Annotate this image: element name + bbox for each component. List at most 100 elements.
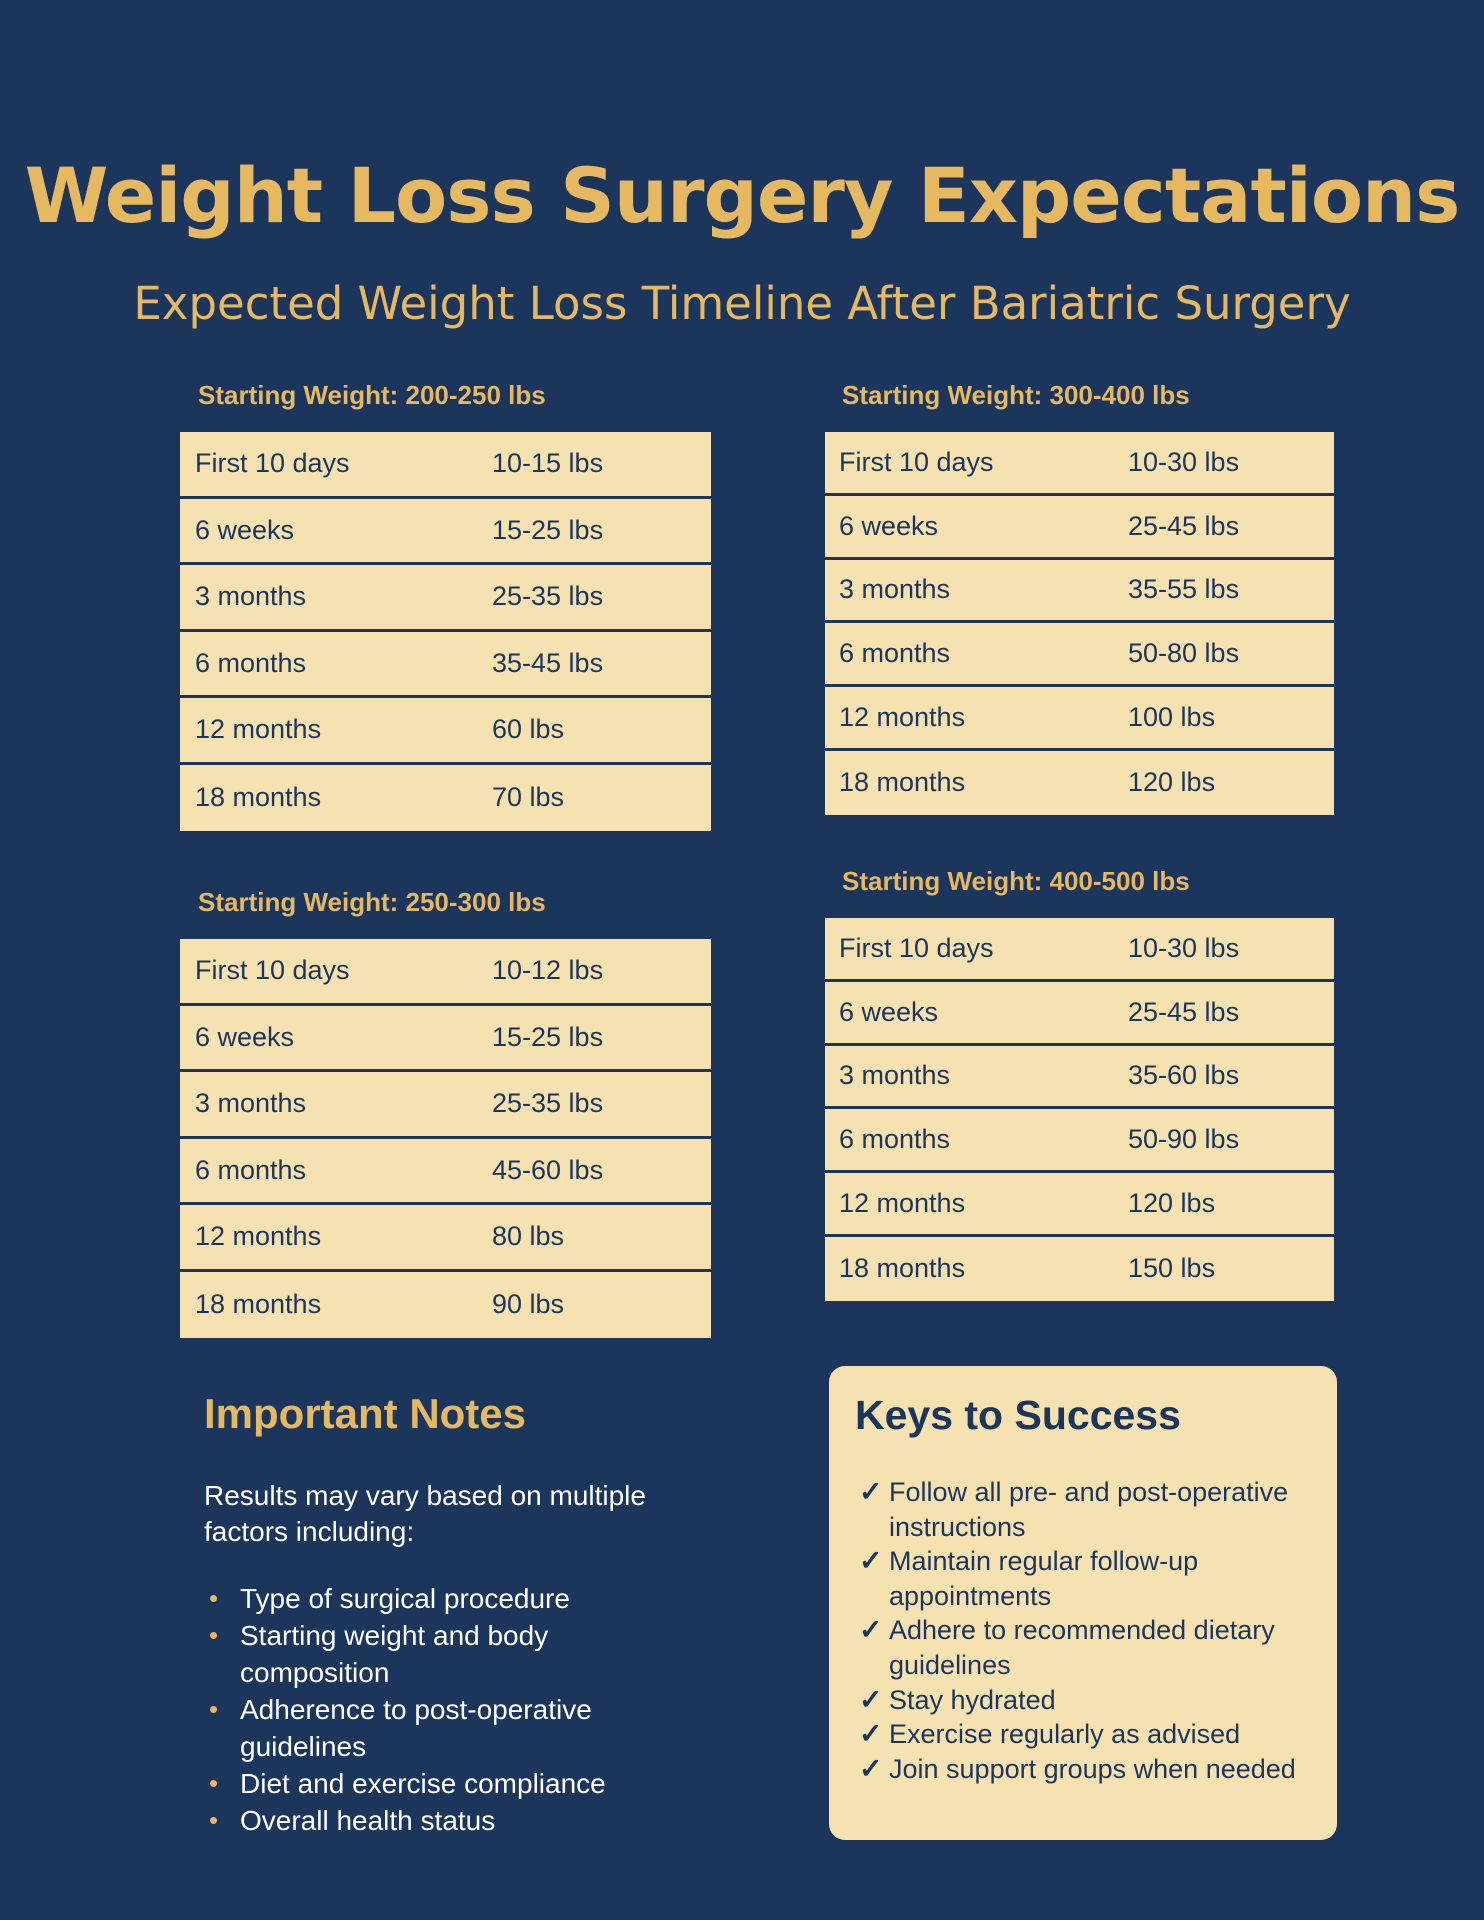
page-subtitle: Expected Weight Loss Timeline After Bari… [133,277,1351,330]
important-notes-panel: Important Notes Results may vary based o… [178,1366,718,1896]
amount-cell: 10-30 lbs [1128,446,1240,477]
table-row: 12 months 60 lbs [180,698,711,765]
table-row: 3 months 35-55 lbs [825,560,1334,624]
amount-cell: 35-55 lbs [1128,574,1240,605]
amount-cell: 120 lbs [1128,767,1216,798]
amount-cell: 60 lbs [492,714,565,745]
period-cell: 6 months [195,1154,307,1185]
table-row: First 10 days 10-30 lbs [825,432,1334,496]
keys-to-success-panel: Keys to Success ✓ Follow all pre- and pos… [829,1366,1337,1840]
period-cell: 6 months [195,647,307,678]
notes-intro: Results may vary based on multiple facto… [204,1480,646,1547]
table-row: 6 weeks 15-25 lbs [180,1006,711,1072]
checkmark-icon: ✓ [859,1683,883,1715]
period-cell: 18 months [195,782,322,813]
list-item: ✓ Maintain regular follow-up appointments [859,1544,1319,1613]
period-cell: 12 months [839,1188,966,1219]
keys-title: Keys to Success [855,1392,1181,1438]
period-cell: 6 months [839,1124,951,1155]
list-item-text: Type of surgical procedure [240,1583,570,1614]
list-item: ✓ Follow all pre- and post-operative inst… [859,1475,1319,1544]
table-row: 3 months 35-60 lbs [825,1046,1334,1110]
weight-table-200-250: First 10 days 10-15 lbs 6 weeks 15-25 lbs … [180,432,711,831]
bullet-icon: • [209,1805,219,1835]
period-cell: 3 months [195,581,307,612]
list-item-text: Maintain regular follow-up appointments [889,1546,1199,1611]
weight-table-300-400: First 10 days 10-30 lbs 6 weeks 25-45 lbs … [825,432,1334,815]
table-row: 6 weeks 15-25 lbs [180,499,711,565]
period-cell: First 10 days [195,955,350,986]
amount-cell: 45-60 lbs [492,1154,604,1185]
amount-cell: 10-15 lbs [492,448,604,479]
period-cell: 12 months [195,1221,322,1252]
table-row: 3 months 25-35 lbs [180,1072,711,1139]
amount-cell: 15-25 lbs [492,1021,604,1052]
bullet-icon: • [209,1620,219,1650]
list-item: • Type of surgical procedure [204,1580,684,1617]
list-item: ✓ Adhere to recommended dietary guideline… [859,1613,1319,1682]
table-row: 6 months 50-80 lbs [825,623,1334,688]
list-item-text: Starting weight and body composition [240,1620,549,1688]
notes-list: • Type of surgical procedure • Starting we… [204,1580,684,1839]
bullet-icon: • [209,1768,219,1798]
table-row: 3 months 25-35 lbs [180,565,711,632]
table-row: 6 weeks 25-45 lbs [825,496,1334,560]
table-row: 18 months 150 lbs [825,1237,1334,1301]
period-cell: First 10 days [195,448,350,479]
amount-cell: 90 lbs [492,1289,565,1320]
period-cell: 6 weeks [839,996,939,1027]
list-item: ✓ Join support groups when needed [859,1752,1319,1787]
bullet-icon: • [209,1694,219,1724]
period-cell: 18 months [839,767,966,798]
amount-cell: 10-30 lbs [1128,932,1240,963]
period-cell: 18 months [195,1289,322,1320]
checkmark-icon: ✓ [859,1718,883,1750]
amount-cell: 100 lbs [1128,702,1216,733]
list-item-text: Diet and exercise compliance [240,1768,606,1799]
period-cell: 3 months [839,574,951,605]
period-cell: 6 weeks [195,1021,295,1052]
period-cell: 12 months [195,714,322,745]
list-item-text: Follow all pre- and post-operative instr… [889,1477,1289,1542]
amount-cell: 35-45 lbs [492,647,604,678]
period-cell: 3 months [195,1088,307,1119]
table-row: 6 weeks 25-45 lbs [825,982,1334,1046]
list-item: • Overall health status [204,1802,684,1839]
period-cell: 12 months [839,702,966,733]
amount-cell: 70 lbs [492,782,565,813]
checkmark-icon: ✓ [859,1545,883,1577]
keys-list: ✓ Follow all pre- and post-operative inst… [859,1475,1319,1786]
table-heading-250-300: Starting Weight: 250-300 lbs [198,887,546,917]
period-cell: First 10 days [839,446,994,477]
table-heading-200-250: Starting Weight: 200-250 lbs [198,380,546,410]
checkmark-icon: ✓ [859,1476,883,1507]
checkmark-icon: ✓ [859,1614,883,1646]
table-heading-400-500: Starting Weight: 400-500 lbs [842,866,1190,896]
notes-title: Important Notes [204,1390,527,1437]
table-row: 6 months 35-45 lbs [180,632,711,698]
table-row: 18 months 90 lbs [180,1272,711,1339]
amount-cell: 15-25 lbs [492,514,604,545]
amount-cell: 120 lbs [1128,1188,1216,1219]
period-cell: 18 months [839,1253,966,1284]
list-item-text: Exercise regularly as advised [889,1719,1241,1750]
list-item: • Diet and exercise compliance [204,1765,684,1802]
amount-cell: 35-60 lbs [1128,1060,1240,1091]
period-cell: 6 months [839,638,951,669]
amount-cell: 25-45 lbs [1128,510,1240,541]
amount-cell: 25-35 lbs [492,581,604,612]
amount-cell: 150 lbs [1128,1253,1216,1284]
table-row: 12 months 100 lbs [825,687,1334,751]
list-item-text: Adherence to post-operative guidelines [240,1694,592,1762]
period-cell: 6 weeks [195,514,295,545]
table-row: 6 months 50-90 lbs [825,1109,1334,1174]
table-row: 18 months 70 lbs [180,765,711,832]
list-item-text: Overall health status [240,1805,496,1836]
table-row: 12 months 80 lbs [180,1205,711,1272]
amount-cell: 25-35 lbs [492,1088,604,1119]
table-row: 12 months 120 lbs [825,1173,1334,1237]
amount-cell: 50-90 lbs [1128,1124,1240,1155]
table-row: 18 months 120 lbs [825,751,1334,815]
weight-table-400-500: First 10 days 10-30 lbs 6 weeks 25-45 lbs … [825,918,1334,1301]
list-item: ✓ Exercise regularly as advised [859,1717,1319,1752]
